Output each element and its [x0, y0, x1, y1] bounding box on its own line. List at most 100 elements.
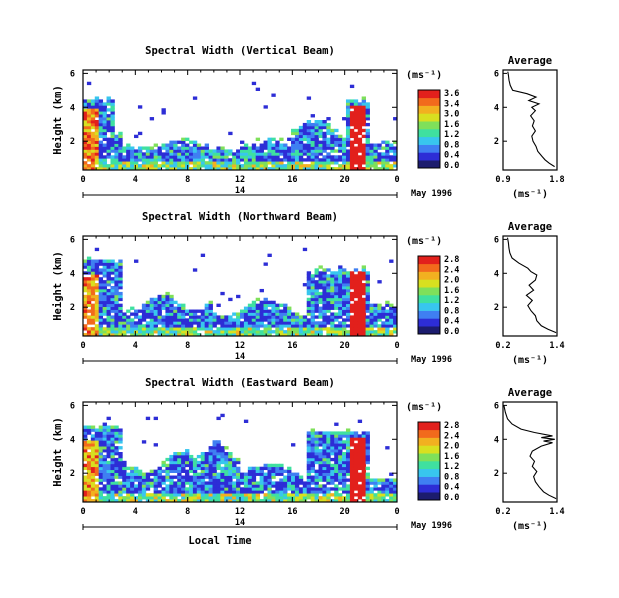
heatmap-cell: [196, 143, 202, 147]
heatmap-cell: [157, 306, 162, 310]
heatmap-cell: [165, 146, 170, 150]
heatmap-cell: [310, 288, 315, 293]
heatmap-cell: [90, 99, 96, 103]
heatmap-cell: [330, 440, 335, 444]
heatmap-cell: [243, 496, 249, 500]
heatmap-cell: [243, 158, 249, 162]
heatmap-cell: [224, 164, 229, 168]
heatmap-cell: [137, 105, 143, 109]
heatmap-cell: [130, 158, 135, 162]
heatmap-cell: [338, 288, 343, 293]
heatmap-cell: [310, 158, 315, 162]
heatmap-cell: [365, 167, 370, 171]
heatmap-cell: [149, 472, 155, 476]
heatmap-cell: [306, 143, 312, 147]
heatmap-cell: [161, 155, 166, 159]
heatmap-cell: [275, 306, 280, 310]
heatmap-cell: [232, 475, 237, 479]
heatmap-cell: [149, 146, 155, 150]
heatmap-cell: [357, 454, 363, 459]
heatmap-cell: [334, 318, 339, 322]
panel-northward: Spectral Width (Northward Beam)0 4 8 12 16 20…: [52, 211, 565, 366]
heatmap-cell: [259, 146, 264, 150]
heatmap-cell: [279, 499, 284, 503]
heatmap-cell: [236, 466, 241, 471]
heatmap-cell: [338, 466, 343, 471]
heatmap-cell: [153, 318, 158, 322]
heatmap-cell: [275, 167, 280, 171]
heatmap-cell: [200, 457, 206, 462]
y-tick-label: 4: [70, 435, 75, 445]
heatmap-cell: [94, 167, 100, 171]
heatmap-cell: [83, 457, 88, 462]
heatmap-cell: [98, 259, 104, 263]
heatmap-cell: [106, 315, 111, 319]
heatmap-cell: [365, 493, 370, 497]
heatmap-cell: [318, 327, 323, 331]
heatmap-cell: [90, 487, 96, 491]
heatmap-cell: [287, 484, 292, 488]
heatmap-cell: [310, 155, 315, 159]
heatmap-cell: [361, 134, 367, 139]
heatmap-cell: [153, 478, 158, 482]
heatmap-cell: [165, 318, 170, 322]
heatmap-cell: [306, 96, 312, 100]
heatmap-cell: [126, 143, 131, 147]
heatmap-cell: [306, 478, 312, 482]
heatmap-cell: [232, 463, 237, 468]
heatmap-cell: [279, 466, 284, 471]
heatmap-cell: [322, 469, 327, 473]
heatmap-cell: [196, 155, 202, 159]
heatmap-cell: [220, 475, 225, 479]
heatmap-cell: [188, 454, 194, 459]
heatmap-cell: [188, 324, 194, 328]
heatmap-cell: [310, 297, 315, 302]
heatmap-cell: [228, 496, 233, 500]
heatmap-cell: [318, 309, 323, 313]
heatmap-cell: [361, 318, 367, 322]
heatmap-cell: [377, 155, 382, 159]
heatmap-cell: [149, 478, 155, 482]
heatmap-cell: [263, 315, 268, 319]
heatmap-cell: [224, 161, 229, 165]
heatmap-cell: [173, 463, 178, 468]
heatmap-cell: [345, 283, 351, 287]
heatmap-cell: [353, 484, 359, 488]
heatmap-cell: [318, 125, 323, 130]
heatmap-cell: [165, 478, 170, 482]
heatmap-cell: [271, 463, 276, 468]
heatmap-cell: [110, 297, 115, 302]
heatmap-cell: [263, 155, 268, 159]
heatmap-cell: [102, 114, 107, 118]
y-axis-label: Height (km): [52, 251, 64, 321]
heatmap-cell: [349, 472, 355, 476]
heatmap-cell: [322, 437, 327, 441]
heatmap-cell: [232, 324, 237, 328]
heatmap-cell: [349, 478, 355, 482]
heatmap-cell: [334, 446, 339, 450]
heatmap-cell: [86, 134, 92, 139]
heatmap-cell: [361, 315, 367, 319]
heatmap-cell: [94, 333, 100, 337]
heatmap-cell: [334, 288, 339, 293]
heatmap-cell: [83, 428, 88, 432]
heatmap-cell: [334, 143, 339, 147]
heatmap-cell: [345, 120, 351, 124]
heatmap-cell: [334, 466, 339, 471]
heatmap-cell: [385, 143, 390, 147]
heatmap-cell: [130, 475, 135, 479]
heatmap-cell: [106, 122, 111, 127]
heatmap-cell: [83, 143, 88, 147]
heatmap-cell: [169, 481, 174, 485]
heatmap-cell: [169, 454, 174, 459]
heatmap-cell: [373, 333, 378, 337]
heatmap-cell: [342, 283, 347, 287]
heatmap-cell: [173, 452, 178, 456]
heatmap-cell: [192, 460, 198, 465]
heatmap-cell: [110, 457, 115, 462]
chart-title: Spectral Width (Northward Beam): [142, 211, 338, 223]
heatmap-cell: [377, 327, 382, 331]
heatmap-cell: [114, 324, 119, 328]
heatmap-cell: [255, 137, 261, 141]
heatmap-cell: [326, 490, 331, 494]
